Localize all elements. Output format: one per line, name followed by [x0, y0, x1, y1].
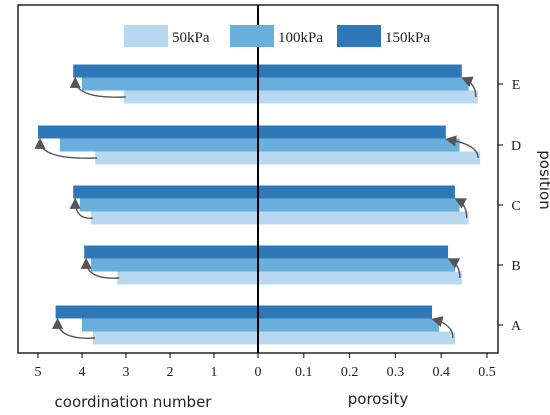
- arrow-porosity-E: [461, 76, 477, 98]
- bar-porosity-E-150kPa: [258, 64, 462, 78]
- x-tick-label-right-0.1: 0.1: [295, 365, 313, 380]
- arrow-coordination-D: [34, 137, 98, 159]
- bar-coordination-E-150kPa: [73, 64, 258, 78]
- arrows-layer: [34, 76, 479, 339]
- bar-porosity-B-50kPa: [258, 271, 462, 285]
- bar-porosity-A-50kPa: [258, 331, 455, 345]
- bar-coordination-A-150kPa: [55, 305, 258, 319]
- bar-coordination-C-50kPa: [90, 211, 258, 225]
- y-tick-label-D: D: [511, 139, 521, 154]
- arrow-porosity-A: [431, 316, 454, 339]
- bar-coordination-B-100kPa: [90, 258, 258, 272]
- y-ticks: A B C D E: [498, 78, 522, 334]
- legend-label-150kPa: 150kPa: [385, 30, 430, 46]
- bar-coordination-B-50kPa: [117, 271, 258, 285]
- y-tick-label-B: B: [511, 259, 520, 274]
- bar-coordination-D-50kPa: [95, 151, 258, 165]
- legend-label-100kPa: 100kPa: [278, 30, 323, 46]
- bar-porosity-C-50kPa: [258, 211, 469, 225]
- bar-porosity-D-150kPa: [258, 125, 446, 139]
- x-tick-label-right-0.5: 0.5: [478, 365, 496, 380]
- bar-coordination-D-100kPa: [60, 138, 258, 152]
- bar-coordination-C-150kPa: [73, 185, 258, 199]
- arrow-porosity-B: [447, 258, 461, 279]
- y-tick-label-A: A: [511, 319, 522, 334]
- arrow-coordination-A: [52, 317, 96, 339]
- arrow-coordination-B: [80, 257, 120, 279]
- y-tick-label-C: C: [511, 199, 520, 214]
- legend-swatch-100kPa: [230, 25, 274, 47]
- bar-porosity-B-100kPa: [258, 258, 455, 272]
- bars-layer: [38, 64, 481, 345]
- x-tick-label-left-4: 4: [79, 365, 86, 380]
- bar-porosity-E-50kPa: [258, 90, 478, 104]
- x-tick-label-left-1: 1: [211, 365, 218, 380]
- bar-coordination-A-50kPa: [93, 331, 258, 345]
- bar-coordination-A-100kPa: [82, 318, 258, 332]
- arrow-porosity-D: [445, 135, 479, 159]
- arrow-porosity-C: [454, 198, 468, 219]
- legend-swatch-150kPa: [337, 25, 381, 47]
- x-tick-label-left-2: 2: [167, 365, 174, 380]
- legend: 50kPa 100kPa 150kPa: [124, 25, 430, 47]
- bar-porosity-B-150kPa: [258, 245, 449, 259]
- x-tick-label-left-0: 0: [255, 365, 262, 380]
- bar-porosity-D-100kPa: [258, 138, 460, 152]
- bar-coordination-D-150kPa: [38, 125, 258, 139]
- y-axis-title: position: [536, 150, 550, 209]
- bar-porosity-E-100kPa: [258, 77, 469, 91]
- x-tick-label-left-3: 3: [123, 365, 130, 380]
- right-x-axis-title: porosity: [348, 390, 409, 408]
- legend-swatch-50kPa: [124, 25, 168, 47]
- bar-coordination-B-150kPa: [84, 245, 258, 259]
- bar-porosity-C-100kPa: [258, 198, 460, 212]
- arrow-coordination-C: [69, 197, 93, 219]
- left-x-axis-title: coordination number: [55, 393, 213, 411]
- x-tick-label-left-5: 5: [35, 365, 42, 380]
- x-tick-label-right-0.4: 0.4: [432, 365, 450, 380]
- x-tick-label-right-0.3: 0.3: [387, 365, 405, 380]
- bar-coordination-E-50kPa: [123, 90, 258, 104]
- y-tick-label-E: E: [512, 78, 521, 93]
- bar-porosity-A-100kPa: [258, 318, 439, 332]
- bar-porosity-D-50kPa: [258, 151, 481, 165]
- bar-porosity-A-150kPa: [258, 305, 433, 319]
- bar-porosity-C-150kPa: [258, 185, 455, 199]
- legend-label-50kPa: 50kPa: [172, 30, 210, 46]
- bar-coordination-E-100kPa: [82, 77, 258, 91]
- arrow-coordination-E: [69, 76, 126, 98]
- bar-coordination-C-100kPa: [79, 198, 258, 212]
- x-ticks: 5 4 3 2 1 0 0.1 0.2 0.3 0.4 0.5: [35, 353, 496, 380]
- x-tick-label-right-0.2: 0.2: [341, 365, 359, 380]
